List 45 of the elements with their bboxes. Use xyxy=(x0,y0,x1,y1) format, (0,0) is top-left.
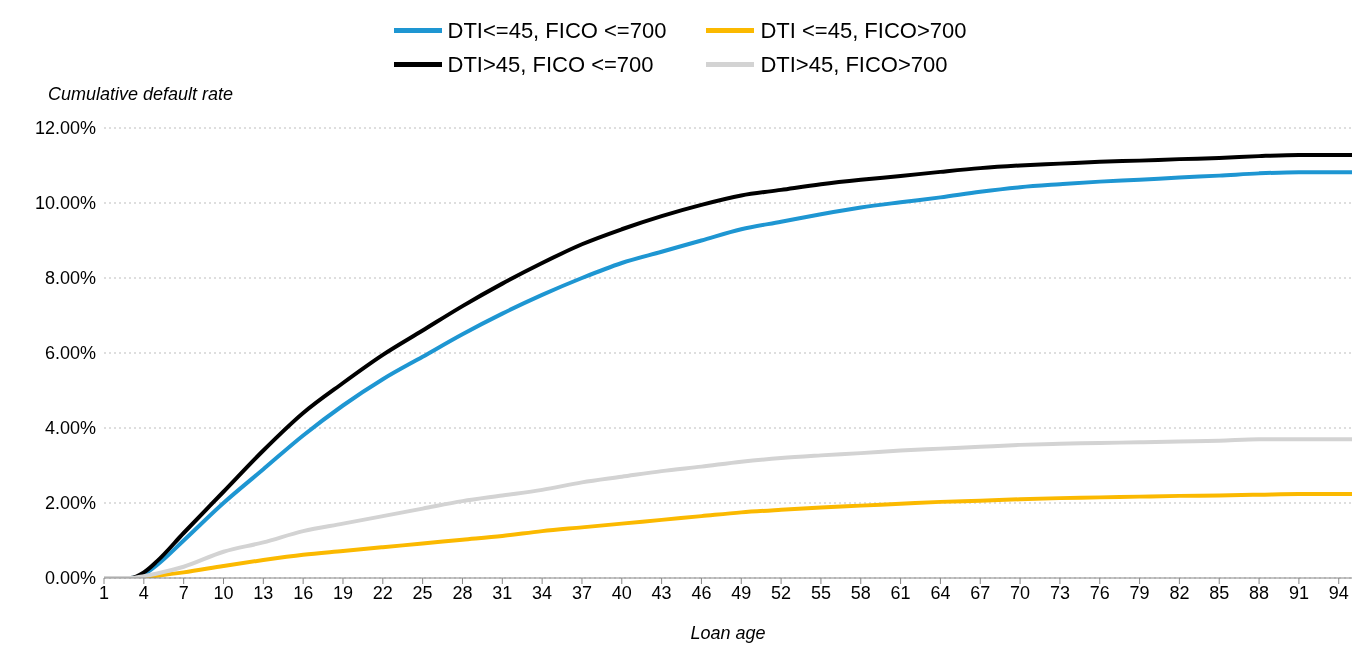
x-tick-label: 76 xyxy=(1089,582,1110,603)
x-tick-label: 52 xyxy=(771,582,792,603)
y-tick-label: 0.00% xyxy=(44,568,96,589)
x-axis-title: Loan age xyxy=(689,623,767,644)
x-tick-label: 91 xyxy=(1288,582,1309,603)
x-tick-label: 4 xyxy=(138,582,149,603)
x-tick-label: 16 xyxy=(293,582,314,603)
x-tick-label: 67 xyxy=(970,582,991,603)
x-tick-label: 70 xyxy=(1010,582,1031,603)
x-tick-label: 73 xyxy=(1049,582,1070,603)
x-tick-label: 34 xyxy=(532,582,553,603)
x-tick-label: 1 xyxy=(98,582,110,603)
x-tick-label: 13 xyxy=(253,582,274,603)
x-tick-label: 10 xyxy=(213,582,234,603)
x-tick-label: 79 xyxy=(1129,582,1150,603)
y-tick-label: 4.00% xyxy=(44,418,96,439)
x-tick-label: 43 xyxy=(651,582,672,603)
x-tick-label: 82 xyxy=(1169,582,1190,603)
x-tick-label: 61 xyxy=(890,582,911,603)
y-tick-label: 12.00% xyxy=(34,118,96,139)
x-tick-label: 46 xyxy=(691,582,712,603)
x-tick-label: 64 xyxy=(930,582,951,603)
legend-label: DTI <=45, FICO>700 xyxy=(760,18,967,44)
legend-label: DTI>45, FICO <=700 xyxy=(447,52,654,78)
x-tick-label: 94 xyxy=(1328,582,1349,603)
x-tick-label: 31 xyxy=(492,582,513,603)
x-tick-label: 85 xyxy=(1209,582,1230,603)
legend-label: DTI<=45, FICO <=700 xyxy=(447,18,667,44)
x-tick-label: 28 xyxy=(452,582,473,603)
y-tick-label: 8.00% xyxy=(44,268,96,289)
x-tick-label: 25 xyxy=(412,582,433,603)
x-tick-label: 55 xyxy=(810,582,831,603)
x-tick-label: 37 xyxy=(571,582,592,603)
x-tick-label: 7 xyxy=(178,582,189,603)
x-tick-label: 49 xyxy=(731,582,752,603)
x-tick-label: 40 xyxy=(611,582,632,603)
y-tick-label: 2.00% xyxy=(44,493,96,514)
x-tick-label: 58 xyxy=(850,582,871,603)
legend-label: DTI>45, FICO>700 xyxy=(760,52,948,78)
x-tick-label: 88 xyxy=(1249,582,1270,603)
x-tick-label: 19 xyxy=(332,582,353,603)
y-tick-label: 6.00% xyxy=(44,343,96,364)
y-tick-label: 10.00% xyxy=(34,193,96,214)
x-tick-label: 22 xyxy=(372,582,393,603)
y-axis-title: Cumulative default rate xyxy=(48,84,234,105)
